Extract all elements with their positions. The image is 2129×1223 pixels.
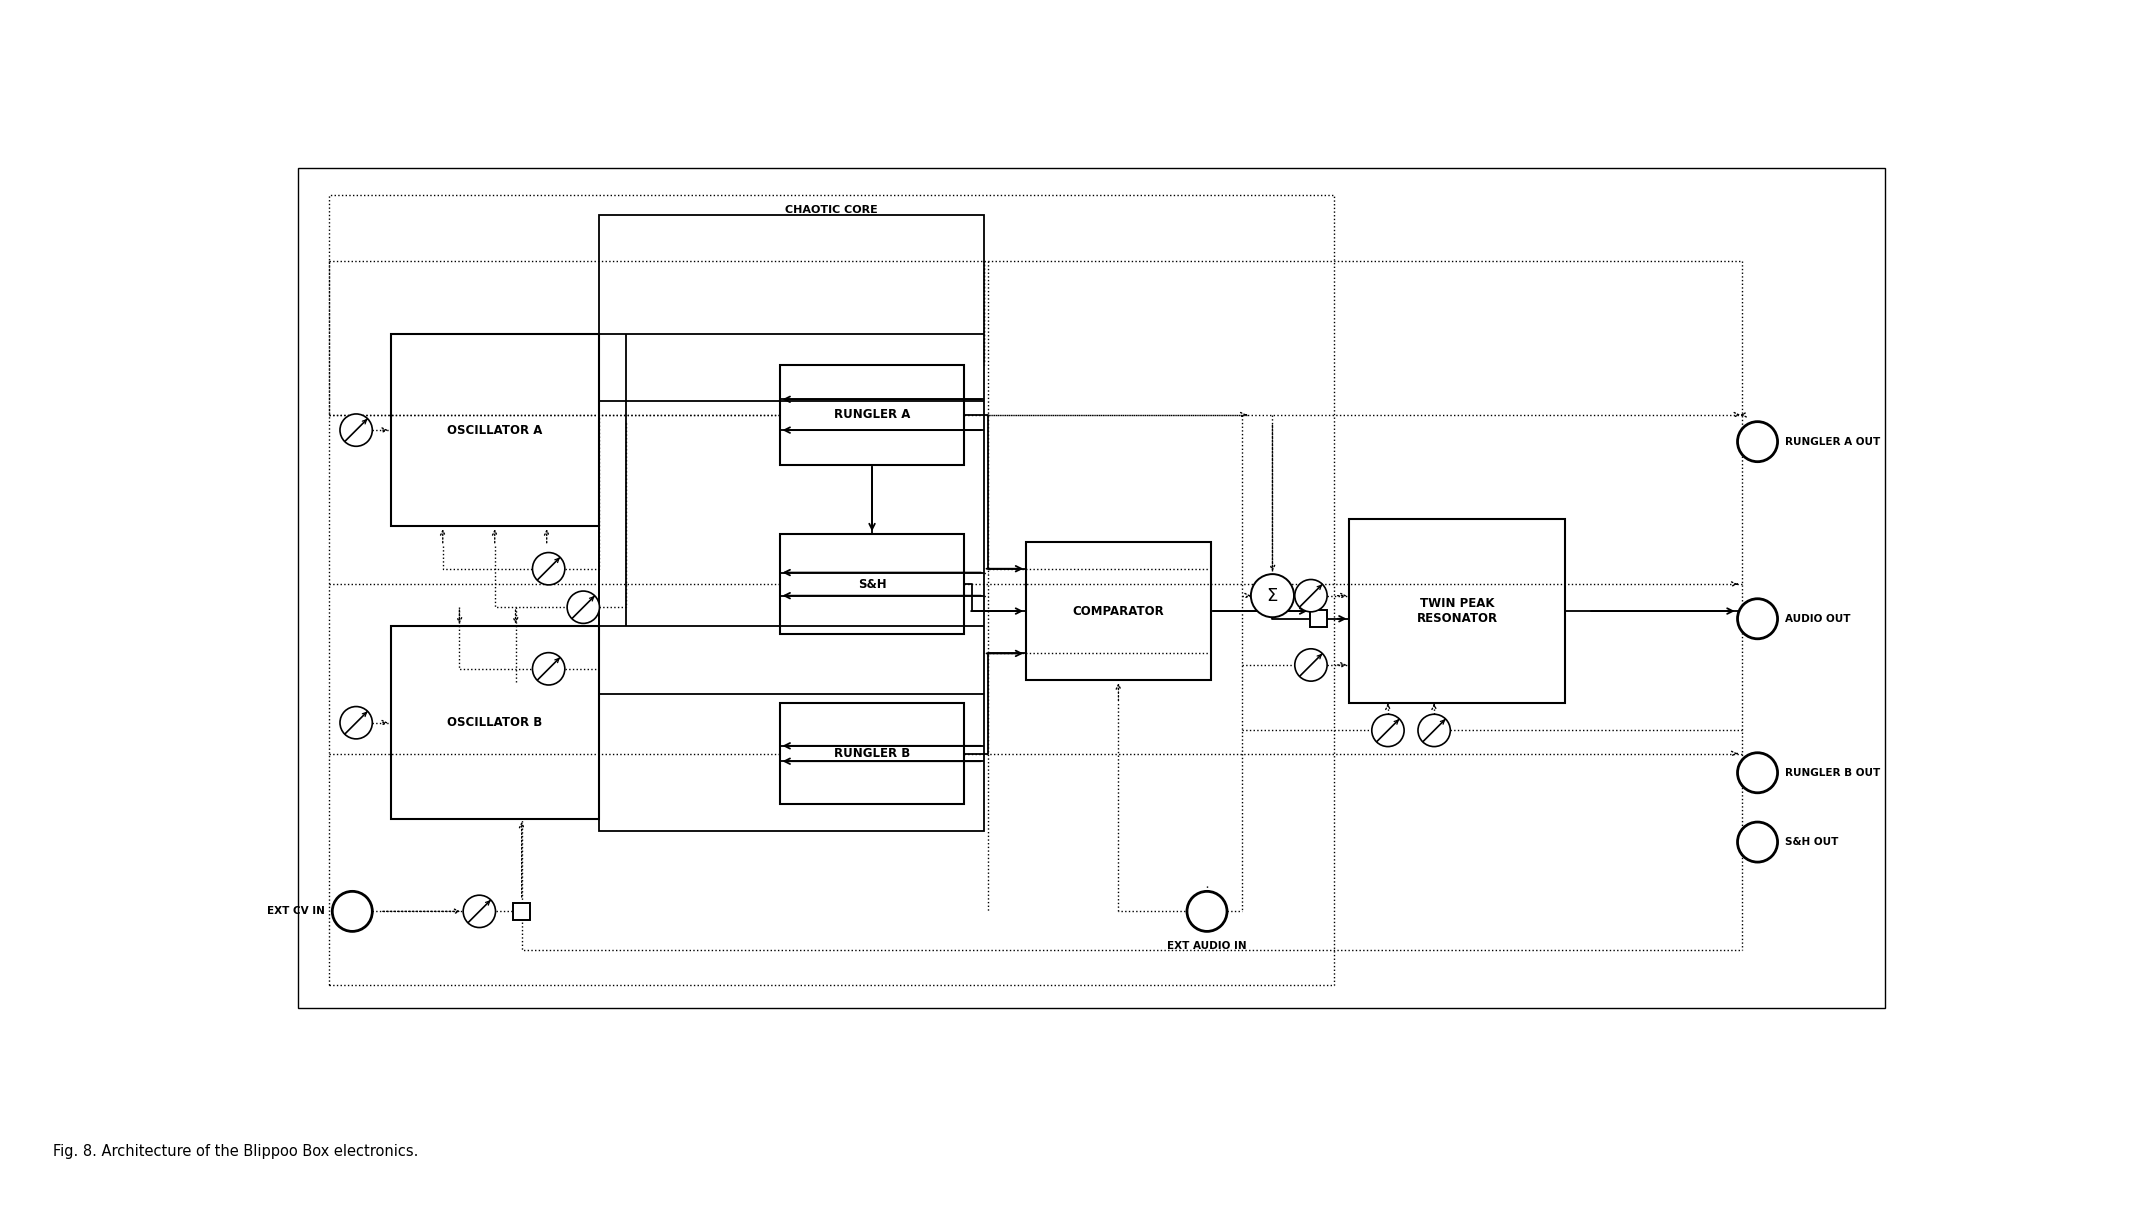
Circle shape bbox=[566, 591, 600, 624]
Text: RUNGLER B OUT: RUNGLER B OUT bbox=[1786, 768, 1880, 778]
Bar bbox=[779, 364, 964, 465]
Circle shape bbox=[464, 895, 496, 927]
Circle shape bbox=[1371, 714, 1405, 746]
Circle shape bbox=[532, 553, 564, 585]
Circle shape bbox=[341, 413, 373, 446]
Text: CHAOTIC CORE: CHAOTIC CORE bbox=[786, 205, 877, 215]
Bar bbox=[392, 626, 598, 819]
Circle shape bbox=[1252, 574, 1294, 618]
Circle shape bbox=[1294, 580, 1326, 612]
Circle shape bbox=[1418, 714, 1450, 746]
Circle shape bbox=[1188, 892, 1226, 932]
Circle shape bbox=[332, 892, 373, 932]
Bar bbox=[330, 196, 1335, 985]
Bar bbox=[1350, 519, 1565, 703]
Bar bbox=[392, 334, 598, 526]
Circle shape bbox=[1737, 599, 1778, 638]
Text: Fig. 8. Architecture of the Blippoo Box electronics.: Fig. 8. Architecture of the Blippoo Box … bbox=[53, 1144, 419, 1158]
Circle shape bbox=[1294, 648, 1326, 681]
Bar bbox=[298, 169, 1884, 1008]
Circle shape bbox=[532, 653, 564, 685]
Text: AUDIO OUT: AUDIO OUT bbox=[1786, 614, 1850, 624]
Circle shape bbox=[1737, 752, 1778, 793]
Circle shape bbox=[1737, 822, 1778, 862]
Text: TWIN PEAK
RESONATOR: TWIN PEAK RESONATOR bbox=[1416, 597, 1499, 625]
Bar bbox=[1026, 542, 1211, 680]
Circle shape bbox=[1737, 422, 1778, 462]
Bar bbox=[598, 214, 984, 830]
Text: EXT AUDIO IN: EXT AUDIO IN bbox=[1167, 940, 1248, 950]
Text: S&H: S&H bbox=[858, 577, 886, 591]
Text: RUNGLER A: RUNGLER A bbox=[835, 408, 911, 421]
Text: OSCILLATOR A: OSCILLATOR A bbox=[447, 423, 543, 437]
Text: S&H OUT: S&H OUT bbox=[1786, 837, 1839, 848]
Text: RUNGLER A OUT: RUNGLER A OUT bbox=[1786, 437, 1880, 446]
Bar bbox=[779, 534, 964, 635]
Text: OSCILLATOR B: OSCILLATOR B bbox=[447, 717, 543, 729]
Bar bbox=[779, 703, 964, 804]
Text: EXT CV IN: EXT CV IN bbox=[266, 906, 324, 916]
Circle shape bbox=[341, 707, 373, 739]
Bar bbox=[513, 903, 530, 920]
Text: $\Sigma$: $\Sigma$ bbox=[1267, 587, 1280, 604]
Text: RUNGLER B: RUNGLER B bbox=[835, 747, 911, 759]
Bar bbox=[1309, 610, 1326, 627]
Text: COMPARATOR: COMPARATOR bbox=[1073, 604, 1165, 618]
